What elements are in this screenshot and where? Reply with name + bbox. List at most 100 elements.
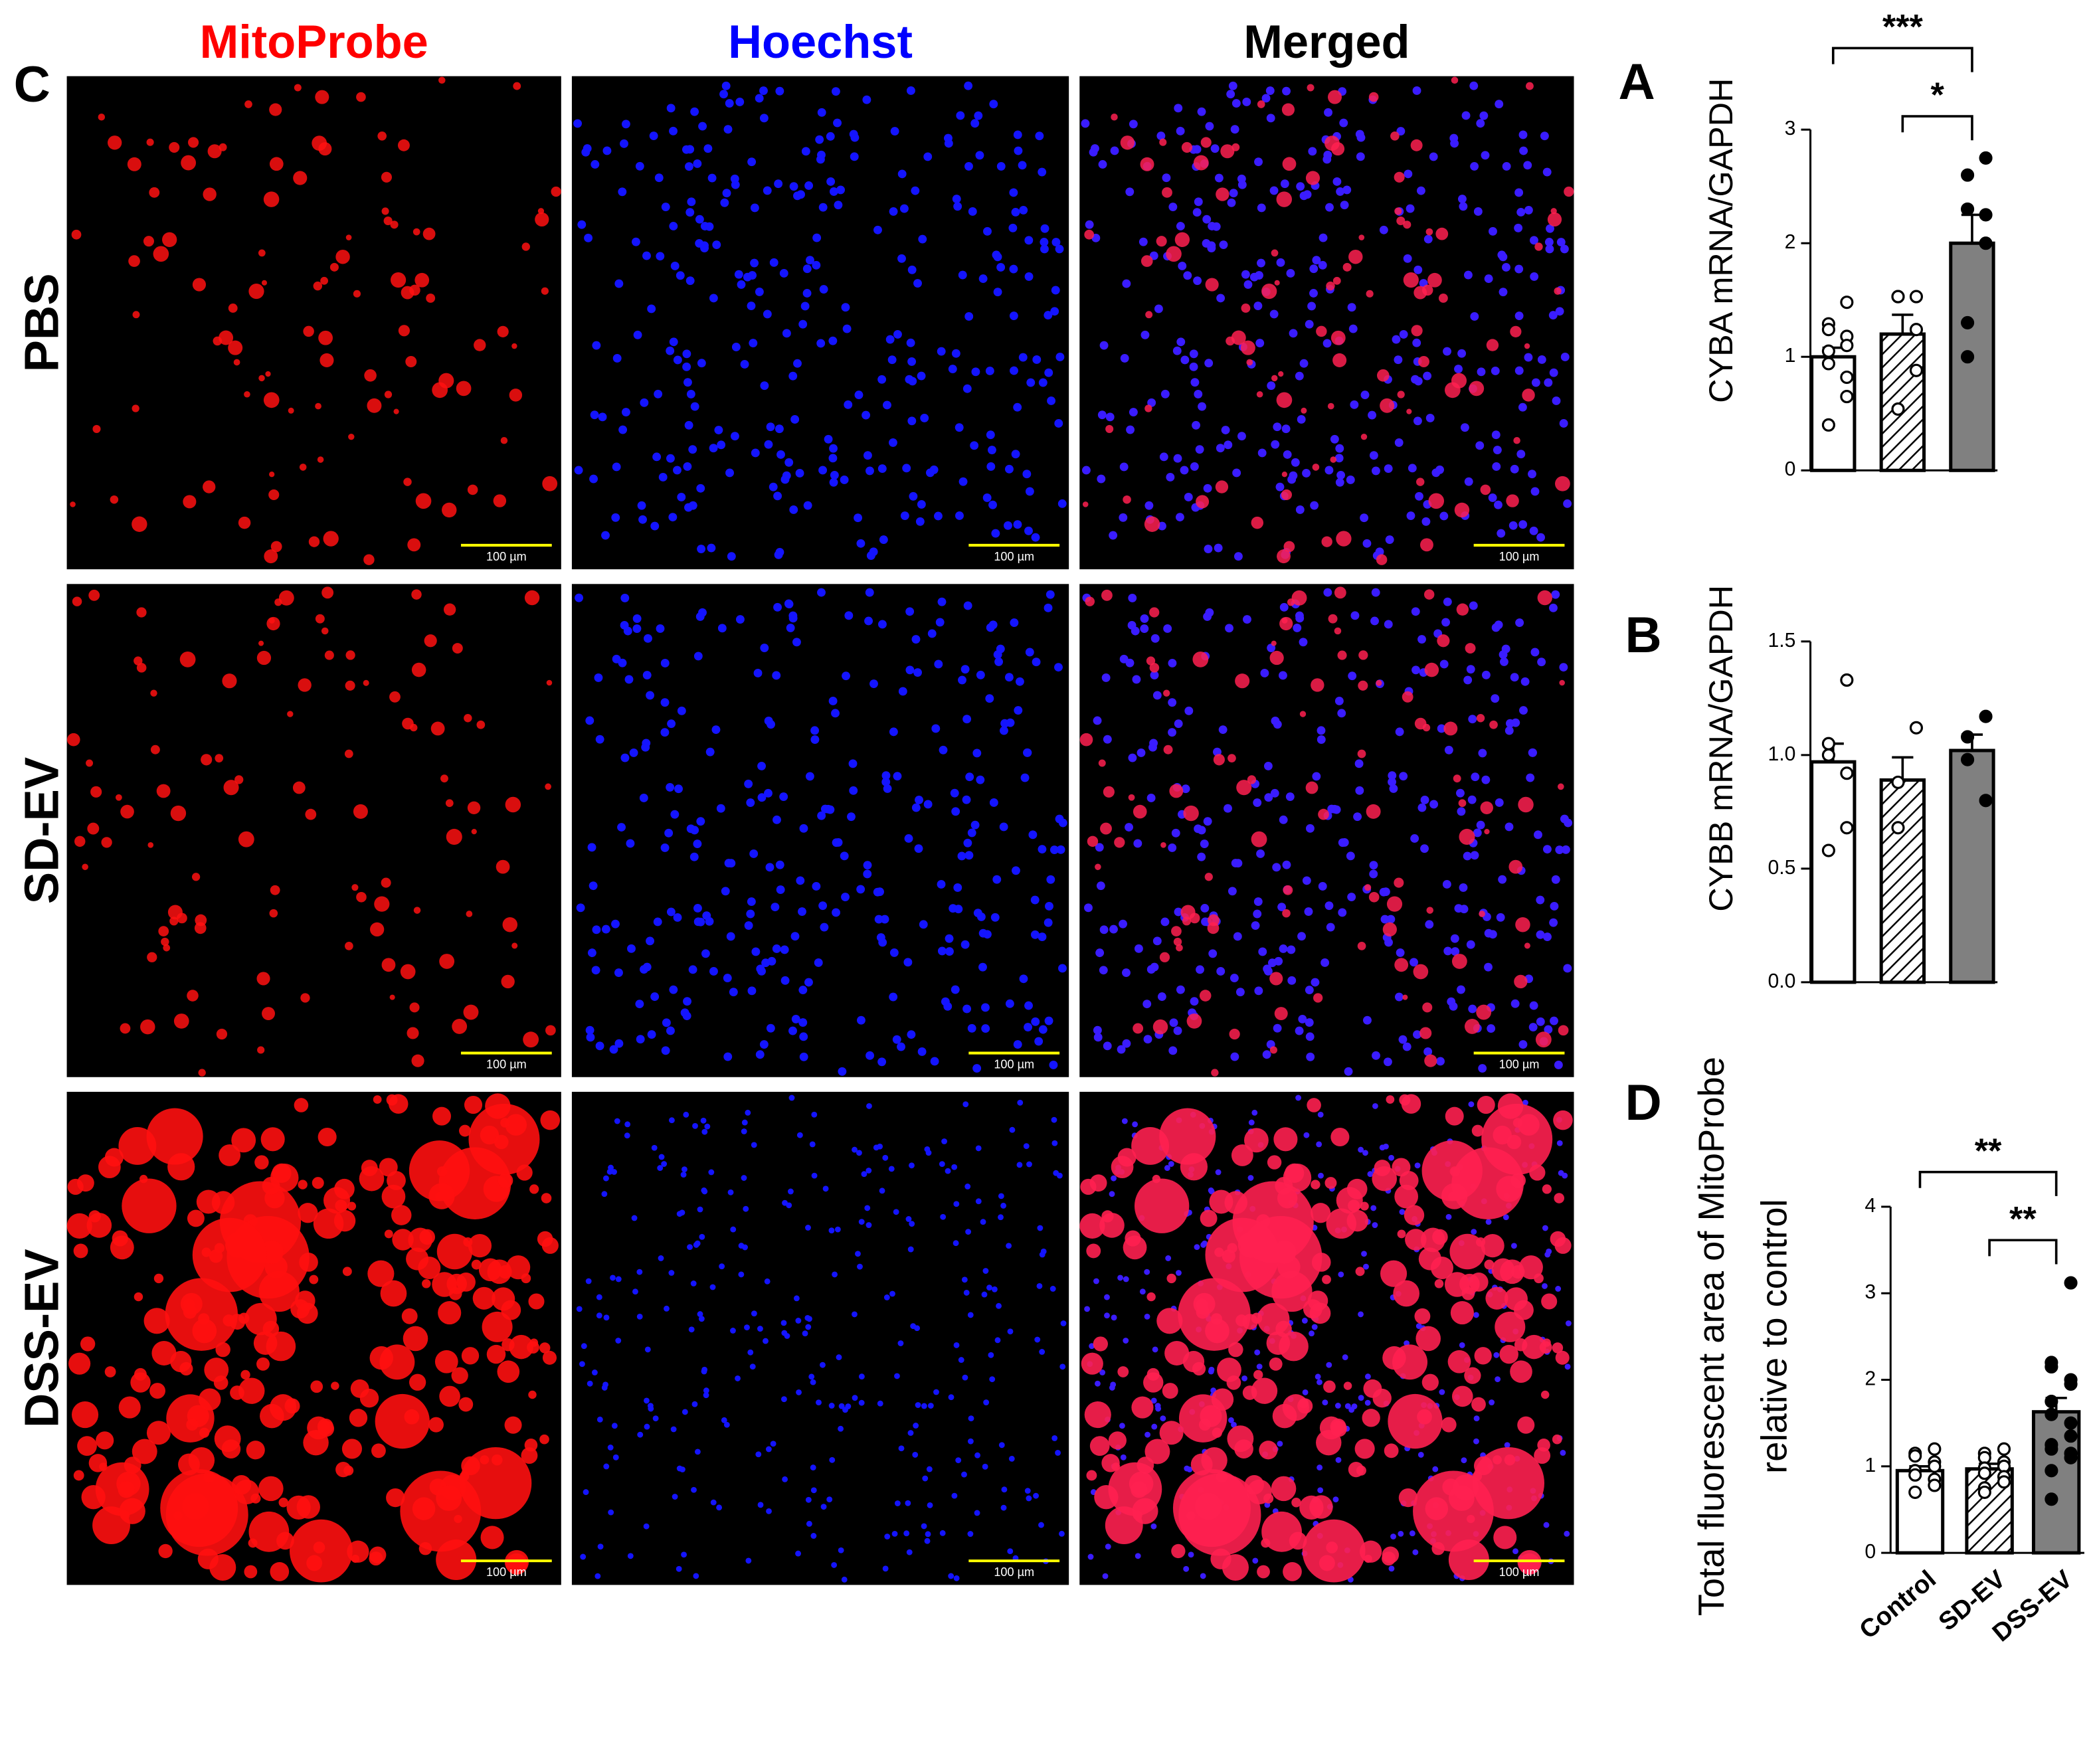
nucleus xyxy=(818,901,828,911)
nucleus xyxy=(1176,1270,1182,1276)
nucleus xyxy=(1384,464,1393,474)
nucleus xyxy=(751,1142,757,1148)
nucleus xyxy=(689,852,699,861)
mito-signal xyxy=(348,433,355,440)
mito-signal xyxy=(539,1434,549,1445)
nucleus xyxy=(642,739,651,748)
nucleus xyxy=(1264,793,1273,802)
nucleus xyxy=(1473,207,1483,216)
mito-signal xyxy=(349,1409,368,1427)
nucleus xyxy=(1500,657,1508,666)
nucleus xyxy=(654,389,663,398)
mito-signal xyxy=(127,157,141,171)
nucleus xyxy=(1463,675,1473,685)
nucleus xyxy=(1023,1143,1030,1150)
nucleus xyxy=(1046,875,1055,884)
nucleus xyxy=(583,1489,589,1495)
nucleus xyxy=(1144,501,1154,510)
nucleus xyxy=(998,1214,1004,1221)
nucleus xyxy=(958,675,966,685)
nucleus xyxy=(967,1438,974,1445)
nucleus xyxy=(770,1441,776,1447)
nucleus xyxy=(666,782,675,792)
mito-signal xyxy=(99,1462,108,1471)
nucleus xyxy=(660,728,670,737)
nucleus xyxy=(620,621,629,630)
y-tick-label: 1.5 xyxy=(1768,630,1796,652)
nucleus xyxy=(989,798,998,807)
mito-signal xyxy=(381,1184,406,1209)
mito-signal xyxy=(422,1279,431,1288)
nucleus xyxy=(676,271,685,280)
mito-signal xyxy=(266,1331,296,1362)
nucleus xyxy=(1413,1030,1421,1039)
y-tick-label: 3 xyxy=(1785,118,1796,139)
nucleus xyxy=(1443,946,1453,956)
mito-signal xyxy=(1416,478,1425,486)
nucleus xyxy=(1473,1415,1480,1422)
nucleus xyxy=(1098,160,1107,169)
mito-signal xyxy=(424,634,437,648)
nucleus xyxy=(909,491,918,501)
mito-signal xyxy=(80,1336,96,1352)
nucleus xyxy=(749,849,759,858)
nucleus xyxy=(891,1530,898,1537)
mito-signal xyxy=(1493,1125,1512,1145)
nucleus xyxy=(1414,1162,1421,1169)
nucleus xyxy=(804,181,814,190)
mito-signal xyxy=(1318,808,1329,820)
nucleus xyxy=(585,1025,594,1035)
nucleus xyxy=(1034,1336,1041,1343)
mito-signal xyxy=(1181,141,1192,153)
mito-signal xyxy=(1159,138,1167,146)
nucleus xyxy=(691,1401,698,1407)
nucleus xyxy=(683,1111,689,1118)
nucleus xyxy=(774,424,784,434)
nucleus xyxy=(1119,1423,1125,1429)
nucleus xyxy=(982,493,992,502)
nucleus xyxy=(965,1229,972,1235)
nucleus xyxy=(1022,470,1032,479)
nucleus xyxy=(1469,81,1479,90)
y-tick-label: 2 xyxy=(1785,231,1796,253)
nucleus xyxy=(610,1275,616,1281)
nucleus xyxy=(883,784,892,793)
nucleus xyxy=(975,151,984,160)
nucleus xyxy=(1269,186,1279,195)
nucleus xyxy=(1518,1040,1528,1049)
nucleus xyxy=(795,1318,802,1324)
mito-signal xyxy=(1172,1469,1251,1547)
nucleus xyxy=(958,1357,964,1363)
nucleus xyxy=(666,346,675,355)
mito-signal xyxy=(1393,1280,1420,1307)
mito-signal xyxy=(270,885,280,895)
mito-signal xyxy=(234,775,244,784)
nucleus xyxy=(1379,887,1388,897)
mito-signal xyxy=(1554,287,1562,295)
nucleus xyxy=(985,694,994,703)
mito-signal xyxy=(404,1409,420,1425)
nucleus xyxy=(688,1326,695,1333)
mito-signal xyxy=(1256,391,1263,398)
mito-signal xyxy=(545,1025,556,1036)
nucleus xyxy=(612,462,621,472)
nucleus xyxy=(1332,1496,1339,1503)
nucleus xyxy=(1371,466,1380,476)
mito-signal xyxy=(1327,402,1334,410)
nucleus xyxy=(614,1039,624,1048)
mito-signal xyxy=(467,484,478,495)
nucleus xyxy=(1253,897,1263,907)
nucleus xyxy=(864,616,873,626)
scale-bar-label: 100 µm xyxy=(994,550,1034,563)
mito-signal xyxy=(1336,1187,1363,1214)
mito-signal xyxy=(1198,1418,1212,1431)
nucleus xyxy=(1152,1346,1158,1353)
nucleus xyxy=(1495,1376,1501,1383)
nucleus xyxy=(877,620,887,629)
nucleus xyxy=(1273,1023,1282,1033)
nucleus xyxy=(798,986,808,995)
nucleus xyxy=(1295,1095,1301,1101)
nucleus xyxy=(972,1064,982,1073)
mito-signal xyxy=(1283,885,1293,895)
nucleus xyxy=(1026,1161,1032,1168)
